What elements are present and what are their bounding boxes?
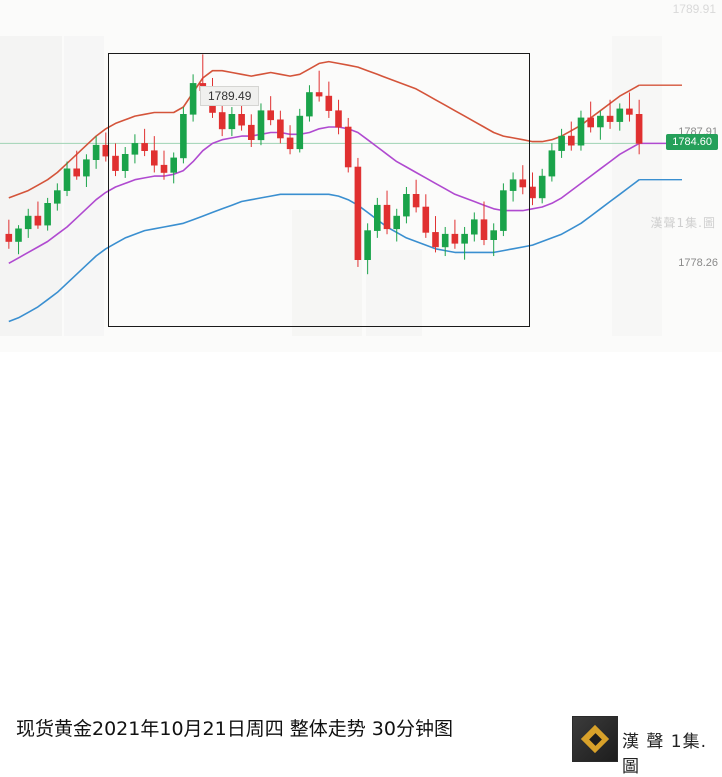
candle-body [383, 204, 391, 230]
candle-body [315, 92, 323, 97]
candle-body [218, 112, 226, 130]
candle-body [15, 228, 22, 242]
candle-body [364, 230, 371, 261]
candle-body [180, 114, 187, 159]
background-block [0, 36, 62, 336]
candle-body [432, 232, 439, 248]
candle-body [393, 215, 401, 230]
current-price-badge: 1784.60 [666, 134, 718, 151]
candle-body [597, 115, 604, 128]
candle-body [441, 233, 449, 248]
candle-body [577, 117, 585, 146]
plot-area [0, 0, 722, 352]
candle-body [451, 233, 459, 244]
candle-body [92, 144, 100, 160]
candle-body [635, 114, 643, 144]
candle-body [519, 179, 527, 188]
candle-body [538, 175, 546, 199]
ma-line-MA-lower-band [8, 179, 640, 323]
candle-body [121, 154, 129, 172]
candle-body [228, 114, 236, 130]
candle-body [403, 194, 410, 217]
candle-body [5, 233, 13, 242]
candle-body [296, 115, 304, 150]
candle-body [151, 150, 158, 166]
candle-body [248, 124, 255, 140]
candle-body [267, 110, 275, 121]
candle-body [44, 203, 51, 226]
candle-body [141, 143, 148, 151]
chart-caption: 现货黄金2021年10月21日周四 整体走势 30分钟图 [16, 718, 453, 740]
ma-line-MA-mid [8, 126, 640, 264]
candle-body [490, 230, 498, 241]
candle-body [480, 219, 488, 240]
candle-body [102, 144, 110, 157]
ma-line-MA-upper-band [8, 60, 640, 199]
caption-bar: 现货黄金2021年10月21日周四 整体走势 30分钟图 漢 聲 1集.圖 [0, 352, 722, 777]
candle-body [354, 166, 362, 260]
candle-body [344, 126, 352, 168]
candle-body [160, 164, 168, 173]
candle-body [170, 157, 177, 173]
candle-body [112, 155, 119, 171]
candle-body [325, 95, 333, 111]
axis-label-top: 1789.91 [672, 2, 716, 16]
candle-body [131, 143, 139, 155]
candle-body [238, 114, 245, 126]
candle-body [500, 190, 507, 231]
background-block [292, 210, 362, 336]
candle-body [73, 168, 80, 177]
candle-body [257, 110, 265, 141]
price-annotation: 1789.49 [200, 86, 260, 106]
candle-body [616, 108, 624, 122]
candle-body [53, 190, 61, 204]
candle-body [461, 233, 468, 244]
candle-body [567, 135, 575, 146]
candle-body [422, 206, 430, 233]
candle-body [286, 137, 294, 150]
candle-body [558, 135, 565, 151]
candle-body [34, 215, 42, 226]
candle-body [189, 83, 197, 115]
background-block [366, 250, 422, 336]
candle-body [373, 204, 381, 231]
background-block [64, 36, 104, 336]
candle-body [587, 117, 595, 128]
candle-body [626, 108, 633, 115]
watermark-right: 漢聲1集.圖 [650, 216, 716, 230]
candle-body [335, 110, 342, 128]
candle-body [306, 92, 313, 117]
candle-body [509, 179, 517, 191]
candlestick-svg [0, 54, 682, 323]
axis-label-lower: 1778.26 [678, 257, 718, 269]
candle-body [24, 215, 32, 230]
candle-body [606, 115, 614, 122]
candle-body [277, 119, 284, 139]
candle-body [63, 168, 71, 191]
candle-body [548, 150, 556, 177]
candle-body [529, 186, 536, 199]
brand-label: 漢 聲 1集.圖 [622, 732, 708, 777]
candle-body [412, 194, 420, 208]
candle-body [83, 159, 90, 177]
candle-body [470, 219, 478, 235]
logo-icon [572, 716, 618, 762]
